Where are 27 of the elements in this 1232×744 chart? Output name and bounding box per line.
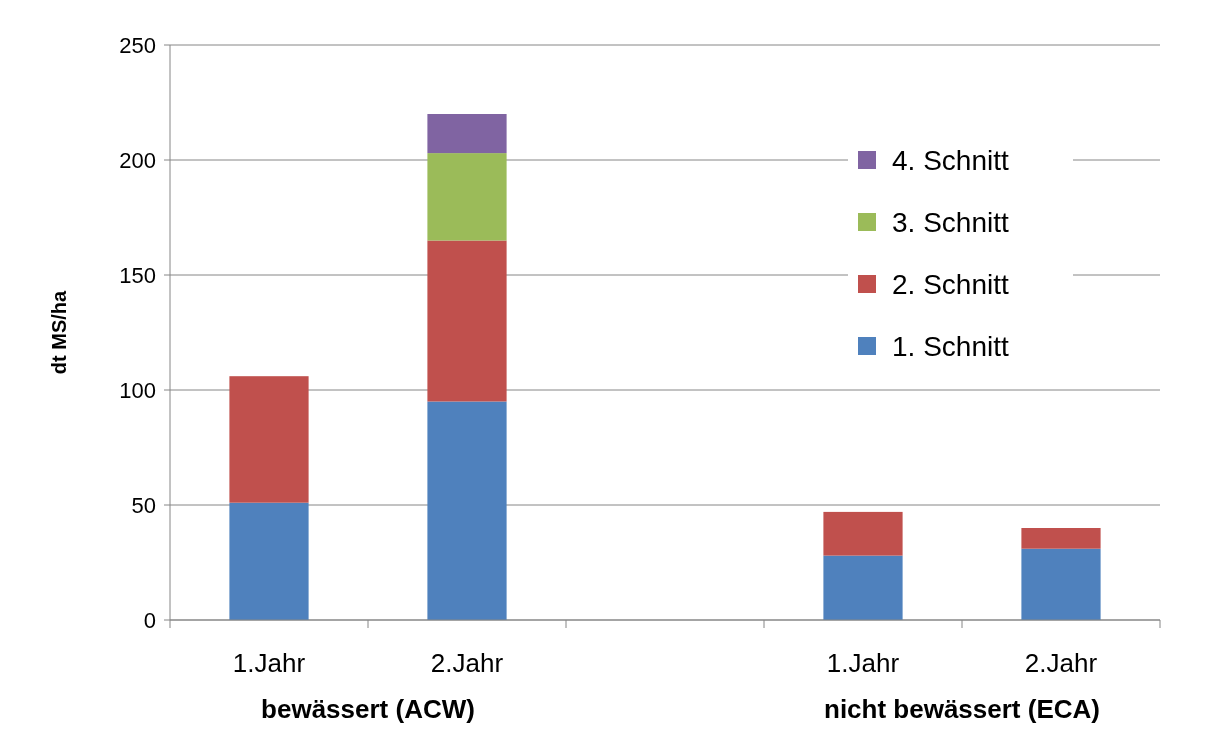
legend-label: 4. Schnitt [892,145,1009,176]
bar [229,502,309,620]
bar [427,114,507,154]
legend-label: 3. Schnitt [892,207,1009,238]
y-tick-label: 250 [119,32,156,58]
y-axis-title: dt MS/ha [48,289,70,375]
x-tick-label: 2.Jahr [1024,648,1098,678]
y-tick-label: 200 [119,147,156,173]
y-tick-label: 0 [143,607,156,633]
bar [427,240,507,402]
bar [229,376,309,503]
y-tick-label: 150 [119,262,156,288]
x-tick-label: 2.Jahr [430,648,504,678]
legend-label: 1. Schnitt [892,331,1009,362]
x-tick-label: 1.Jahr [826,648,900,678]
legend-label: 2. Schnitt [892,269,1009,300]
x-tick-label: 1.Jahr [232,648,306,678]
bar [427,153,507,241]
text: nicht bewässert (ECA) [824,694,1100,724]
bar [1021,548,1101,620]
y-tick-label: 50 [131,492,156,518]
bar [427,401,507,620]
y-tick-label: 100 [119,377,156,403]
text: bewässert (ACW) [261,694,475,724]
bar [823,511,903,556]
bar [1021,528,1101,549]
bar [823,555,903,620]
